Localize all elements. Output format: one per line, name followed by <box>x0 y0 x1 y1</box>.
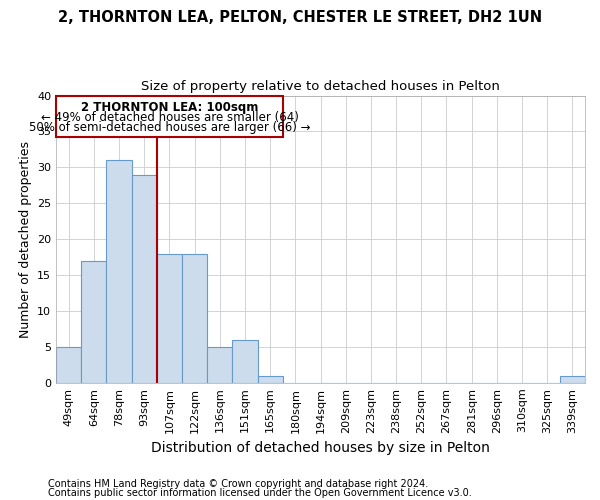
Y-axis label: Number of detached properties: Number of detached properties <box>19 140 32 338</box>
Bar <box>560 376 585 383</box>
X-axis label: Distribution of detached houses by size in Pelton: Distribution of detached houses by size … <box>151 441 490 455</box>
Bar <box>182 254 207 383</box>
Bar <box>106 160 131 383</box>
Bar <box>157 254 182 383</box>
Text: Contains HM Land Registry data © Crown copyright and database right 2024.: Contains HM Land Registry data © Crown c… <box>48 479 428 489</box>
Text: Contains public sector information licensed under the Open Government Licence v3: Contains public sector information licen… <box>48 488 472 498</box>
Bar <box>56 347 81 383</box>
Text: 2 THORNTON LEA: 100sqm: 2 THORNTON LEA: 100sqm <box>81 102 258 114</box>
Text: ← 49% of detached houses are smaller (64): ← 49% of detached houses are smaller (64… <box>41 112 298 124</box>
Text: 50% of semi-detached houses are larger (66) →: 50% of semi-detached houses are larger (… <box>29 120 310 134</box>
FancyBboxPatch shape <box>56 96 283 137</box>
Text: 2, THORNTON LEA, PELTON, CHESTER LE STREET, DH2 1UN: 2, THORNTON LEA, PELTON, CHESTER LE STRE… <box>58 10 542 25</box>
Title: Size of property relative to detached houses in Pelton: Size of property relative to detached ho… <box>141 80 500 93</box>
Bar <box>257 376 283 383</box>
Bar <box>131 174 157 383</box>
Bar <box>207 347 232 383</box>
Bar <box>81 260 106 383</box>
Bar <box>232 340 257 383</box>
